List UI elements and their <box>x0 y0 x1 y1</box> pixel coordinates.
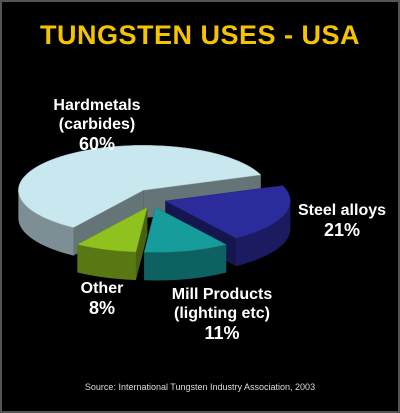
value-label: 21% <box>323 220 361 240</box>
slice-side <box>235 200 291 267</box>
value-label: 60% <box>78 134 116 154</box>
slice <box>18 145 262 228</box>
slice-label: Hardmetals (carbides) <box>53 97 141 133</box>
source-note: Source: International Tungsten Industry … <box>84 382 316 392</box>
value-label: 11% <box>204 323 240 343</box>
slice-label: Other <box>80 280 124 297</box>
slice-side <box>18 190 74 256</box>
slice-label: Mill Products (lighting etc) <box>171 286 273 322</box>
slice <box>76 206 148 253</box>
slice-label: Steel alloys <box>297 202 387 219</box>
slice-side <box>144 244 227 281</box>
slice <box>143 207 227 253</box>
slice <box>164 185 291 239</box>
chart-title: TUNGSTEN USES - USA <box>39 20 361 50</box>
value-label: 8% <box>88 298 115 318</box>
slice-side <box>77 244 136 281</box>
